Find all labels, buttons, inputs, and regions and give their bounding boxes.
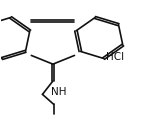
Text: HCl: HCl (106, 52, 125, 62)
Text: NH: NH (51, 87, 67, 97)
